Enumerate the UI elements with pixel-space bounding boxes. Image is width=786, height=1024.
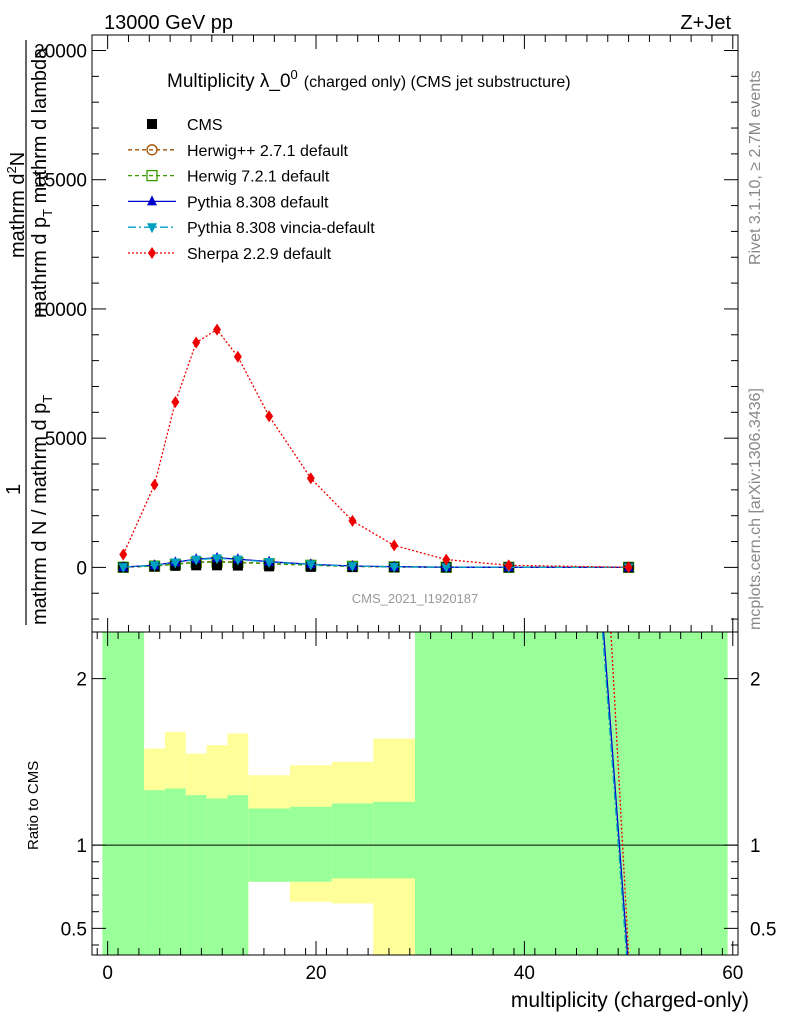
data-point-pythia-8-308-vincia-default xyxy=(441,563,452,574)
ratio-green-band xyxy=(206,798,228,955)
header-right: Z+Jet xyxy=(680,12,731,34)
y-label-denominator: mathrm d N / mathrm d pT xyxy=(29,395,55,625)
data-point-sherpa-2-2-9-default xyxy=(390,539,399,552)
data-point-pythia-8-308-vincia-default xyxy=(264,557,275,568)
legend-marker-sherpa-2-2-9-default xyxy=(148,247,156,259)
data-point-pythia-8-308-vincia-default xyxy=(232,555,243,566)
ratio-green-band xyxy=(331,803,374,879)
y-axis-label: mathrm d2N mathrm d pT mathrm d lambda 1… xyxy=(3,40,55,625)
y-label-one: 1 xyxy=(3,484,25,495)
ratio-y-tick-label-right: 2 xyxy=(750,670,761,691)
data-point-sherpa-2-2-9-default xyxy=(192,336,201,349)
y-tick-label: 0 xyxy=(76,558,87,579)
header-left: 13000 GeV pp xyxy=(104,12,233,34)
y-tick-label: 20000 xyxy=(34,42,87,63)
chart-title-main: Multiplicity λ_0 xyxy=(167,71,291,92)
mcplots-label: mcplots.cern.ch [arXiv:1306.3436] xyxy=(747,388,764,630)
y-tick-label: 10000 xyxy=(34,300,87,321)
y-tick-label: 15000 xyxy=(34,171,87,192)
y-label-bot-sub: T xyxy=(40,395,55,403)
legend-label-cms: CMS xyxy=(187,117,223,134)
data-point-sherpa-2-2-9-default xyxy=(348,514,357,527)
data-point-pythia-8-308-vincia-default xyxy=(118,563,129,574)
ratio-green-band xyxy=(164,788,186,955)
data-point-sherpa-2-2-9-default xyxy=(624,561,633,574)
data-point-pythia-8-308-vincia-default xyxy=(191,555,202,566)
ratio-y-label: Ratio to CMS xyxy=(25,761,42,850)
main-plot-background xyxy=(92,35,738,632)
data-point-sherpa-2-2-9-default xyxy=(213,323,222,336)
data-point-cms xyxy=(212,560,223,571)
data-point-sherpa-2-2-9-default xyxy=(442,553,451,566)
data-point-pythia-8-308-vincia-default xyxy=(389,562,400,573)
data-point-pythia-8-308-vincia-default xyxy=(212,554,223,565)
y-label-mid-rest: mathrm d lambda xyxy=(29,47,51,209)
x-tick-label: 60 xyxy=(722,963,743,984)
data-point-pythia-8-308-vincia-default xyxy=(305,560,316,571)
data-point-sherpa-2-2-9-default xyxy=(119,548,128,561)
y-label-top: mathrm d xyxy=(7,174,29,258)
ratio-green-band xyxy=(415,632,478,955)
x-axis-label: multiplicity (charged-only) xyxy=(511,989,749,1012)
ratio-green-band xyxy=(185,795,207,955)
legend-label-herwig-2-7-1-default: Herwig++ 2.7.1 default xyxy=(187,143,349,160)
y-label-mid: mathrm d p xyxy=(29,217,51,318)
chart-title-note: (charged only) (CMS jet substructure) xyxy=(304,74,571,91)
data-point-sherpa-2-2-9-default xyxy=(233,350,242,363)
x-tick-label: 20 xyxy=(305,963,326,984)
rivet-label: Rivet 3.1.10, ≥ 2.7M events xyxy=(747,70,764,265)
ratio-line-pythia-8-308-vincia-default xyxy=(601,631,628,956)
y-label-top-sup: 2 xyxy=(4,166,19,173)
legend-marker-herwig-7-2-1-default xyxy=(146,169,158,182)
data-point-pythia-8-308-vincia-default xyxy=(347,562,358,573)
data-point-pythia-8-308-vincia-default xyxy=(149,561,160,572)
legend-marker-pythia-8-308-default xyxy=(147,195,157,206)
y-tick-label: 5000 xyxy=(45,429,87,450)
legend-label-pythia-8-308-vincia-default: Pythia 8.308 vincia-default xyxy=(187,220,375,237)
ratio-y-tick-label-right: 1 xyxy=(750,836,761,857)
data-point-sherpa-2-2-9-default xyxy=(265,410,274,423)
ratio-green-band xyxy=(102,632,145,955)
ratio-line-pythia-8-308-default xyxy=(602,631,629,956)
ratio-green-band xyxy=(144,790,165,955)
data-point-sherpa-2-2-9-default xyxy=(150,478,159,491)
legend-marker-cms xyxy=(147,119,157,129)
chart-title-sup: 0 xyxy=(291,67,298,82)
legend-marker-herwig-2-7-1-default xyxy=(146,144,158,156)
data-point-sherpa-2-2-9-default xyxy=(171,395,180,408)
ratio-green-band xyxy=(540,632,728,955)
ratio-green-band xyxy=(477,632,541,955)
y-label-numerator-1: mathrm d2N xyxy=(4,152,29,258)
data-point-pythia-8-308-vincia-default xyxy=(170,558,181,569)
ratio-plot-panel: 0.5 0.51 12 20 20 40 60 xyxy=(61,631,776,984)
x-tick-label: 0 xyxy=(102,963,113,984)
ratio-green-band xyxy=(373,801,415,879)
legend-label-herwig-7-2-1-default: Herwig 7.2.1 default xyxy=(187,169,330,186)
ratio-green-band xyxy=(289,806,332,882)
data-point-sherpa-2-2-9-default xyxy=(504,559,513,572)
y-label-bot: mathrm d N / mathrm d p xyxy=(29,403,51,625)
legend-marker-pythia-8-308-vincia-default xyxy=(147,223,157,234)
ratio-y-tick-label-right: 0.5 xyxy=(750,919,776,940)
ratio-y-tick-label: 1 xyxy=(76,836,87,857)
y-label-numerator-2: mathrm d pT mathrm d lambda xyxy=(29,47,55,318)
legend-label-pythia-8-308-default: Pythia 8.308 default xyxy=(187,194,329,211)
ratio-y-tick-label: 2 xyxy=(76,670,87,691)
ratio-green-band xyxy=(227,795,249,955)
x-tick-label: 40 xyxy=(514,963,535,984)
ratio-plot-frame xyxy=(91,631,739,956)
chart-title: Multiplicity λ_00 (charged only) (CMS jet… xyxy=(167,67,571,92)
y-label-top-rest: N xyxy=(7,152,29,166)
ratio-y-tick-label: 0.5 xyxy=(61,919,87,940)
legend: CMS Herwig++ 2.7.1 default Herwig 7.2.1 de… xyxy=(128,117,375,263)
watermark: CMS_2021_I1920187 xyxy=(352,591,479,606)
legend-label-sherpa-2-2-9-default: Sherpa 2.2.9 default xyxy=(187,246,332,263)
ratio-line-sherpa-2-2-9-default xyxy=(610,631,630,956)
y-label-mid-sub: T xyxy=(40,209,55,217)
data-point-sherpa-2-2-9-default xyxy=(306,472,315,485)
